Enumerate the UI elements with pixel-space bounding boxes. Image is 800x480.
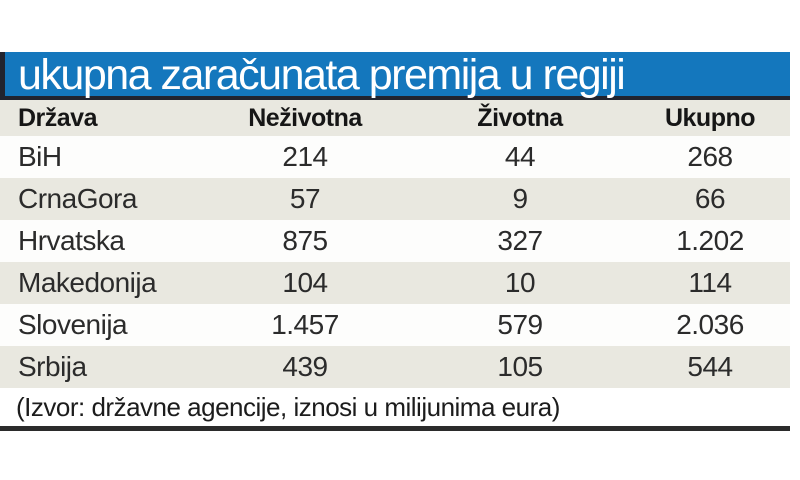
top-margin xyxy=(0,0,800,52)
cell-nonlife: 57 xyxy=(289,183,321,214)
column-header-nonlife: Neživotna xyxy=(200,100,410,136)
column-header-country: Država xyxy=(0,100,200,136)
table-row-hrvatska: Hrvatska 875 327 1.202 xyxy=(0,220,790,262)
cell-total: 268 xyxy=(687,141,733,172)
cell-nonlife: 104 xyxy=(282,267,328,298)
table-row-srbija: Srbija 439 105 544 xyxy=(0,346,790,388)
cell-life: 10 xyxy=(504,267,536,298)
column-header-life: Životna xyxy=(410,100,630,136)
cell-total: 114 xyxy=(688,267,732,298)
table-header-row: Država Neživotna Životna Ukupno xyxy=(0,100,790,136)
cell-life: 44 xyxy=(504,141,536,172)
bottom-rule xyxy=(0,426,790,431)
cell-country: Makedonija xyxy=(18,267,157,298)
cell-nonlife: 214 xyxy=(282,141,328,172)
table-row-makedonija: Makedonija 104 10 114 xyxy=(0,262,790,304)
cell-country: CrnaGora xyxy=(18,183,137,214)
cell-total: 2.036 xyxy=(676,309,744,340)
cell-country: Hrvatska xyxy=(18,225,125,256)
table-row-slovenija: Slovenija 1.457 579 2.036 xyxy=(0,304,790,346)
cell-country: Srbija xyxy=(18,351,87,382)
cell-total: 1.202 xyxy=(676,225,744,256)
column-header-total: Ukupno xyxy=(630,100,790,136)
cell-nonlife: 1.457 xyxy=(271,309,339,340)
cell-life: 579 xyxy=(497,309,543,340)
cell-country: BiH xyxy=(18,141,62,172)
page-title: ukupna zaračunata premija u regiji xyxy=(18,51,626,99)
title-banner: ukupna zaračunata premija u regiji xyxy=(0,52,790,100)
cell-life: 327 xyxy=(497,225,543,256)
cell-country: Slovenija xyxy=(18,309,128,340)
cell-life: 105 xyxy=(497,351,543,382)
table-row-bih: BiH 214 44 268 xyxy=(0,136,790,178)
cell-nonlife: 875 xyxy=(282,225,328,256)
cell-life: 9 xyxy=(512,183,528,214)
cell-total: 544 xyxy=(687,351,733,382)
source-note: (Izvor: državne agencije, iznosi u milij… xyxy=(0,388,790,426)
premium-table: Država Neživotna Životna Ukupno BiH 214 … xyxy=(0,100,790,388)
cell-nonlife: 439 xyxy=(282,351,328,382)
table-row-crnagora: CrnaGora 57 9 66 xyxy=(0,178,790,220)
cell-total: 66 xyxy=(694,183,726,214)
